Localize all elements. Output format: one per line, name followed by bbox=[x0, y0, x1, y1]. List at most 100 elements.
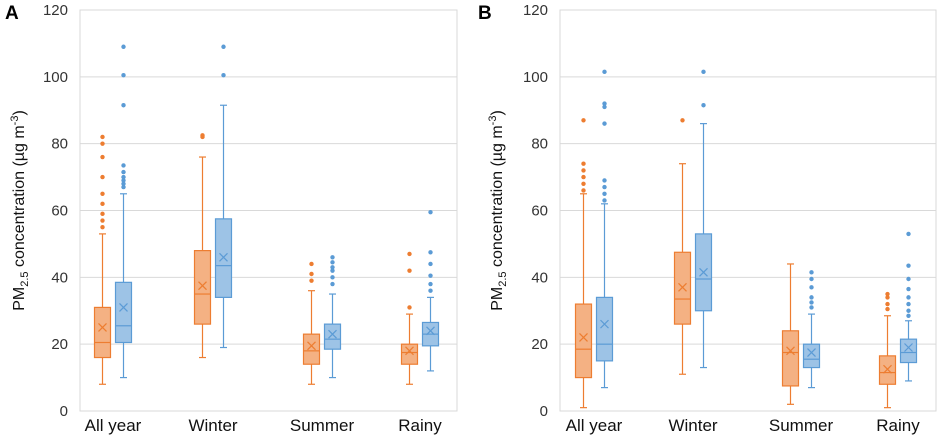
mean-marker bbox=[600, 319, 609, 329]
mean-marker bbox=[98, 323, 107, 332]
box-iqr bbox=[574, 303, 593, 379]
outlier-point bbox=[906, 301, 911, 307]
outlier-point bbox=[330, 255, 335, 260]
mean-marker bbox=[119, 302, 128, 312]
y-tick-label: 40 bbox=[51, 269, 68, 286]
outlier-point bbox=[602, 184, 607, 190]
outlier-point bbox=[809, 285, 814, 290]
mean-marker bbox=[807, 348, 816, 357]
outlier-point bbox=[100, 191, 105, 196]
mean-marker bbox=[307, 341, 316, 351]
y-tick-label: 0 bbox=[540, 403, 548, 420]
outlier-point bbox=[330, 281, 335, 287]
category-label: All year bbox=[85, 416, 142, 435]
box-series-1-winter bbox=[673, 118, 692, 375]
box-iqr bbox=[802, 343, 821, 369]
outlier-point bbox=[100, 218, 105, 223]
outlier-point bbox=[885, 295, 890, 300]
outlier-point bbox=[100, 211, 105, 217]
box-series-1-all-year bbox=[574, 118, 593, 409]
outlier-point bbox=[121, 72, 126, 78]
box-series-2-all-year bbox=[595, 69, 614, 389]
y-tick-label: 120 bbox=[43, 2, 68, 19]
box-series-2-all-year bbox=[114, 44, 133, 379]
outlier-point bbox=[428, 273, 433, 278]
outlier-point bbox=[428, 288, 433, 293]
outlier-point bbox=[100, 174, 105, 180]
outlier-point bbox=[906, 276, 911, 282]
mean-marker bbox=[579, 333, 588, 342]
y-tick-label: 40 bbox=[531, 269, 548, 286]
outlier-point bbox=[100, 201, 105, 207]
category-label: All year bbox=[566, 416, 623, 435]
box-series-1-winter bbox=[193, 133, 212, 359]
y-tick-label: 0 bbox=[60, 403, 68, 420]
outlier-point bbox=[581, 161, 586, 166]
box-series-2-rainy bbox=[421, 209, 440, 372]
category-label: Rainy bbox=[876, 416, 920, 435]
y-axis-label-part: -3 bbox=[487, 116, 499, 126]
box-iqr bbox=[899, 338, 918, 364]
box-series-2-rainy bbox=[899, 231, 918, 382]
outlier-point bbox=[121, 178, 126, 183]
box-iqr bbox=[400, 343, 419, 365]
box-series-1-summer bbox=[302, 261, 321, 385]
outlier-point bbox=[602, 191, 607, 196]
outlier-point bbox=[602, 178, 607, 183]
outlier-point bbox=[602, 101, 607, 106]
outlier-point bbox=[602, 198, 607, 203]
category-label: Summer bbox=[769, 416, 834, 435]
outlier-point bbox=[330, 268, 335, 273]
outlier-point bbox=[809, 300, 814, 305]
y-tick-label: 20 bbox=[531, 336, 548, 353]
y-axis-label-part: concentration (µg m bbox=[11, 125, 28, 271]
outlier-point bbox=[407, 251, 412, 257]
y-tick-label: 60 bbox=[531, 203, 548, 220]
box-series-2-winter bbox=[214, 44, 233, 349]
outlier-point bbox=[581, 168, 586, 173]
y-axis-label: PM2.5 concentration (µg m-3) bbox=[9, 110, 31, 311]
outlier-point bbox=[121, 184, 126, 190]
category-label: Summer bbox=[290, 416, 355, 435]
outlier-point bbox=[906, 263, 911, 268]
mean-marker bbox=[405, 346, 414, 356]
outlier-point bbox=[407, 305, 412, 310]
outlier-point bbox=[809, 270, 814, 275]
panel-b: 0 20 40 60 80 100 120 B PM2.5 concentration (µg … bbox=[478, 2, 937, 435]
outlier-point bbox=[428, 250, 433, 255]
outlier-point bbox=[906, 308, 911, 313]
outlier-point bbox=[121, 174, 126, 180]
mean-marker bbox=[786, 346, 795, 356]
outlier-point bbox=[407, 268, 412, 273]
outlier-point bbox=[581, 174, 586, 180]
box-series-2-summer bbox=[802, 270, 821, 389]
outlier-point bbox=[602, 121, 607, 126]
outlier-point bbox=[121, 103, 126, 108]
box-iqr bbox=[595, 296, 614, 362]
panel-a: 0 20 40 60 80 100 120 A PM2.5 concentration (µg … bbox=[5, 2, 458, 435]
outlier-point bbox=[602, 104, 607, 110]
outlier-point bbox=[221, 44, 226, 49]
y-axis-label-part: ) bbox=[489, 110, 506, 115]
category-label: Winter bbox=[188, 416, 237, 435]
y-axis-label-part: -3 bbox=[9, 116, 21, 126]
box-iqr bbox=[193, 250, 212, 325]
y-axis-label-part: PM bbox=[489, 287, 506, 311]
outlier-point bbox=[121, 169, 126, 175]
outlier-point bbox=[809, 295, 814, 300]
outlier-point bbox=[221, 72, 226, 78]
outlier-point bbox=[701, 69, 706, 75]
outlier-point bbox=[581, 188, 586, 193]
mean-marker bbox=[219, 252, 228, 262]
mean-marker bbox=[198, 281, 207, 291]
y-axis-label: PM2.5 concentration (µg m-3) bbox=[487, 110, 509, 311]
box-iqr bbox=[302, 333, 321, 365]
y-tick-label: 80 bbox=[531, 136, 548, 153]
box-series-1-all-year bbox=[93, 134, 112, 385]
box-series-2-summer bbox=[323, 255, 342, 379]
box-iqr bbox=[93, 306, 112, 359]
outlier-point bbox=[100, 134, 105, 140]
y-axis-label-part: ) bbox=[11, 110, 28, 115]
outlier-point bbox=[906, 231, 911, 237]
